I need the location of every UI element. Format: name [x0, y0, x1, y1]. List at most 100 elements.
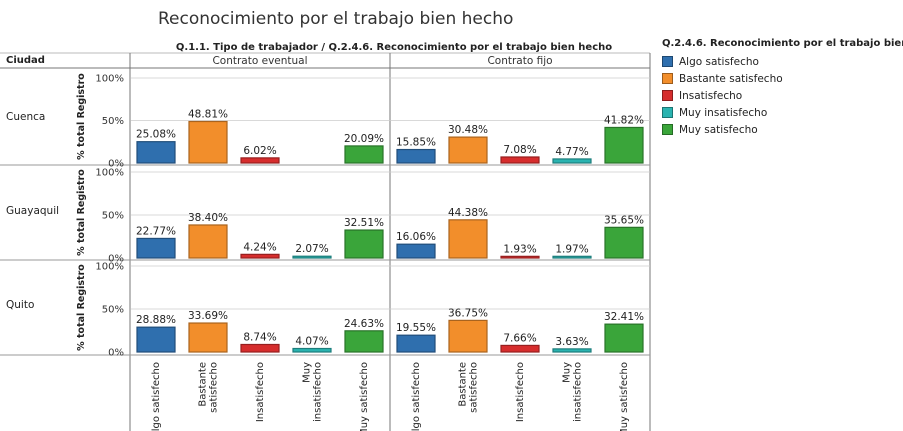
legend-label: Muy satisfecho	[679, 123, 758, 136]
bar	[396, 243, 436, 259]
y-tick-label: 50%	[102, 211, 124, 222]
bar-value-label: 38.40%	[188, 212, 228, 224]
bar	[240, 343, 280, 353]
y-tick-label: 50%	[102, 305, 124, 316]
legend: Q.2.4.6. Reconocimiento por el trabajo b…	[662, 38, 903, 138]
legend-swatch	[662, 124, 673, 135]
legend-item: Algo satisfecho	[662, 53, 902, 70]
x-category-label: Muy satisfecho	[619, 362, 630, 431]
bar	[344, 145, 384, 164]
bar	[344, 330, 384, 353]
legend-item: Muy satisfecho	[662, 121, 902, 138]
y-axis-label: % total Registro	[76, 73, 87, 160]
y-axis-label: % total Registro	[76, 169, 87, 256]
x-category-label: Insatisfecho	[255, 362, 266, 422]
bar	[500, 344, 540, 353]
x-category-label: Muy satisfecho	[359, 362, 370, 431]
bar	[552, 255, 592, 259]
bar-value-label: 4.07%	[295, 335, 328, 347]
bar-value-label: 25.08%	[136, 129, 176, 141]
bar	[188, 224, 228, 259]
bar-value-label: 36.75%	[448, 307, 488, 319]
row-label-city: Guayaquil	[6, 205, 59, 217]
bar-value-label: 4.24%	[243, 241, 276, 253]
bar	[552, 348, 592, 353]
bar	[188, 322, 228, 353]
x-category-label: Insatisfecho	[515, 362, 526, 422]
legend-swatch	[662, 56, 673, 67]
row-header-label: Ciudad	[6, 55, 45, 66]
bar	[136, 237, 176, 259]
legend-item: Bastante satisfecho	[662, 70, 902, 87]
bar	[292, 347, 332, 353]
bar-value-label: 4.77%	[555, 146, 588, 158]
y-tick-label: 0%	[108, 254, 124, 265]
bar	[240, 253, 280, 259]
bar	[448, 219, 488, 259]
legend-label: Bastante satisfecho	[679, 72, 783, 85]
y-tick-label: 50%	[102, 116, 124, 127]
legend-label: Insatisfecho	[679, 89, 743, 102]
chart-subtitle: Q.1.1. Tipo de trabajador / Q.2.4.6. Rec…	[176, 42, 612, 53]
bar	[136, 141, 176, 164]
bar-value-label: 30.48%	[448, 124, 488, 136]
y-axis-label: % total Registro	[76, 264, 87, 351]
bar	[240, 157, 280, 164]
bar-value-label: 2.07%	[295, 243, 328, 255]
x-category-label: insatisfecho	[573, 362, 584, 422]
column-header: Contrato fijo	[487, 55, 552, 67]
bar-value-label: 20.09%	[344, 133, 384, 145]
bar-value-label: 44.38%	[448, 207, 488, 219]
legend-title: Q.2.4.6. Reconocimiento por el trabajo b…	[662, 38, 903, 49]
bar	[448, 136, 488, 164]
legend-item: Insatisfecho	[662, 87, 902, 104]
bar	[136, 326, 176, 353]
x-category-label: insatisfecho	[313, 362, 324, 422]
bar-value-label: 7.66%	[503, 332, 536, 344]
y-tick-label: 100%	[95, 168, 124, 179]
bar-value-label: 28.88%	[136, 314, 176, 326]
y-tick-label: 0%	[108, 159, 124, 170]
x-category-label: Algo satisfecho	[151, 362, 162, 431]
legend-swatch	[662, 107, 673, 118]
bar	[604, 226, 644, 259]
bar	[604, 126, 644, 164]
bar-value-label: 1.93%	[503, 243, 536, 255]
legend-swatch	[662, 73, 673, 84]
bar	[500, 255, 540, 259]
bar-value-label: 33.69%	[188, 310, 228, 322]
x-category-label: Bastante	[198, 362, 209, 407]
row-label-city: Quito	[6, 299, 34, 311]
bar-value-label: 22.77%	[136, 225, 176, 237]
bar	[448, 319, 488, 353]
bar	[188, 120, 228, 164]
bar	[344, 229, 384, 259]
row-label-city: Cuenca	[6, 111, 45, 123]
bar-value-label: 24.63%	[344, 318, 384, 330]
bar	[500, 156, 540, 164]
bar-value-label: 19.55%	[396, 322, 436, 334]
y-tick-label: 100%	[95, 74, 124, 85]
column-header: Contrato eventual	[212, 55, 307, 67]
bar-value-label: 32.41%	[604, 311, 644, 323]
bar-value-label: 35.65%	[604, 214, 644, 226]
x-category-label: Bastante	[458, 362, 469, 407]
x-category-label: Algo satisfecho	[411, 362, 422, 431]
legend-swatch	[662, 90, 673, 101]
x-category-label: Muy	[562, 362, 573, 383]
x-category-label: satisfecho	[209, 362, 220, 413]
bar-value-label: 3.63%	[555, 336, 588, 348]
bar-value-label: 6.02%	[243, 145, 276, 157]
bar-value-label: 41.82%	[604, 114, 644, 126]
y-tick-label: 100%	[95, 262, 124, 273]
bar	[292, 255, 332, 259]
chart-title: Reconocimiento por el trabajo bien hecho	[158, 9, 513, 29]
bar	[396, 334, 436, 353]
bar-value-label: 1.97%	[555, 243, 588, 255]
bar-value-label: 15.85%	[396, 137, 436, 149]
bar-value-label: 7.08%	[503, 144, 536, 156]
x-category-label: satisfecho	[469, 362, 480, 413]
legend-label: Algo satisfecho	[679, 55, 759, 68]
bar	[552, 158, 592, 164]
